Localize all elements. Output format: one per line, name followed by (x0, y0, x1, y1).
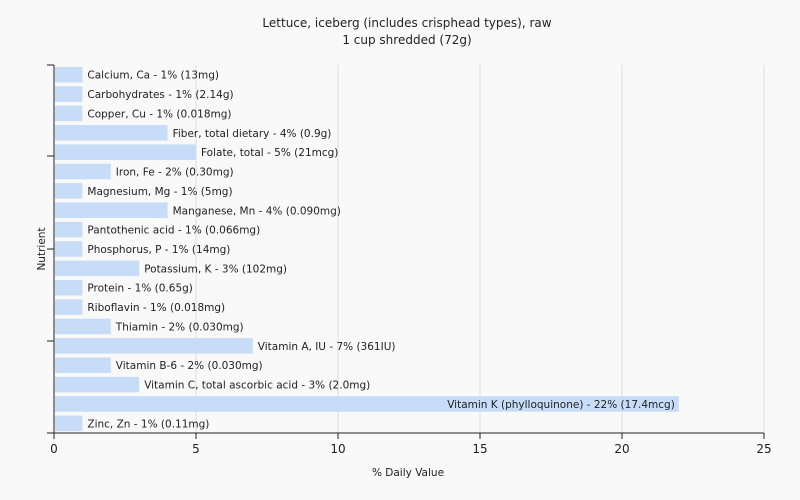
bar-label: Phosphorus, P - 1% (14mg) (87, 244, 230, 256)
bar-thiamin (55, 318, 111, 335)
bar-vitamin-k-phylloquinone (55, 396, 679, 412)
bar-label: Calcium, Ca - 1% (13mg) (87, 70, 219, 82)
x-tick-label: 20 (614, 442, 629, 456)
bar-label: Magnesium, Mg - 1% (5mg) (87, 186, 232, 198)
bar-label: Iron, Fe - 2% (0.30mg) (116, 167, 234, 179)
bar-carbohydrates (55, 86, 83, 102)
axes (47, 64, 764, 434)
bar-label: Vitamin A, IU - 7% (361IU) (258, 341, 396, 353)
x-tick-label: 25 (756, 442, 771, 456)
x-tick-label: 0 (50, 442, 58, 456)
bar-label: Protein - 1% (0.65g) (87, 283, 193, 295)
bar-label: Zinc, Zn - 1% (0.11mg) (87, 418, 209, 430)
bar-label: Manganese, Mn - 4% (0.090mg) (173, 205, 341, 217)
bar-potassium-k (55, 260, 140, 277)
bar-pantothenic-acid (55, 221, 83, 238)
y-axis-title: Nutrient (36, 227, 48, 270)
bar-label: Carbohydrates - 1% (2.14g) (87, 89, 233, 101)
bar-label: Fiber, total dietary - 4% (0.9g) (173, 128, 332, 140)
bar-label: Vitamin K (phylloquinone) - 22% (17.4mcg… (447, 399, 675, 411)
bar-label: Potassium, K - 3% (102mg) (144, 263, 287, 275)
bar-label: Vitamin B-6 - 2% (0.030mg) (116, 360, 263, 372)
chart-subtitle: 1 cup shredded (72g) (342, 33, 471, 47)
bar-manganese-mn (55, 202, 168, 219)
bar-label: Copper, Cu - 1% (0.018mg) (87, 108, 231, 120)
bar-riboflavin (55, 299, 83, 315)
bars: Calcium, Ca - 1% (13mg) Carbohydrates - 1… (55, 66, 679, 432)
x-ticks: 0 5 10 15 20 25 (50, 433, 772, 456)
bar-protein (55, 279, 83, 296)
bar-vitamin-b-6 (55, 357, 111, 373)
x-axis-title: % Daily Value (372, 467, 444, 479)
x-tick-label: 5 (192, 442, 200, 456)
bar-label: Vitamin C, total ascorbic acid - 3% (2.0… (144, 380, 370, 392)
bar-magnesium-mg (55, 183, 83, 199)
bar-folate-total (55, 144, 196, 160)
grid (195, 65, 765, 433)
x-tick-label: 15 (472, 442, 487, 456)
bar-calcium-ca (55, 66, 83, 83)
bar-phosphorus-p (55, 241, 83, 257)
bar-copper-cu (55, 105, 83, 122)
bar-zinc-zn (55, 415, 83, 432)
bar-iron-fe (55, 163, 111, 180)
bar-label: Pantothenic acid - 1% (0.066mg) (87, 225, 260, 237)
bar-fiber-total-dietary (55, 125, 168, 141)
bar-label: Folate, total - 5% (21mcg) (201, 147, 338, 159)
bar-vitamin-a-iu (55, 338, 253, 354)
bar-label: Riboflavin - 1% (0.018mg) (87, 302, 225, 314)
chart-title: Lettuce, iceberg (includes crisphead typ… (262, 16, 551, 30)
bar-label: Thiamin - 2% (0.030mg) (115, 321, 244, 333)
bar-vitamin-c-total-ascorbic-acid (55, 376, 140, 393)
x-tick-label: 10 (330, 442, 345, 456)
